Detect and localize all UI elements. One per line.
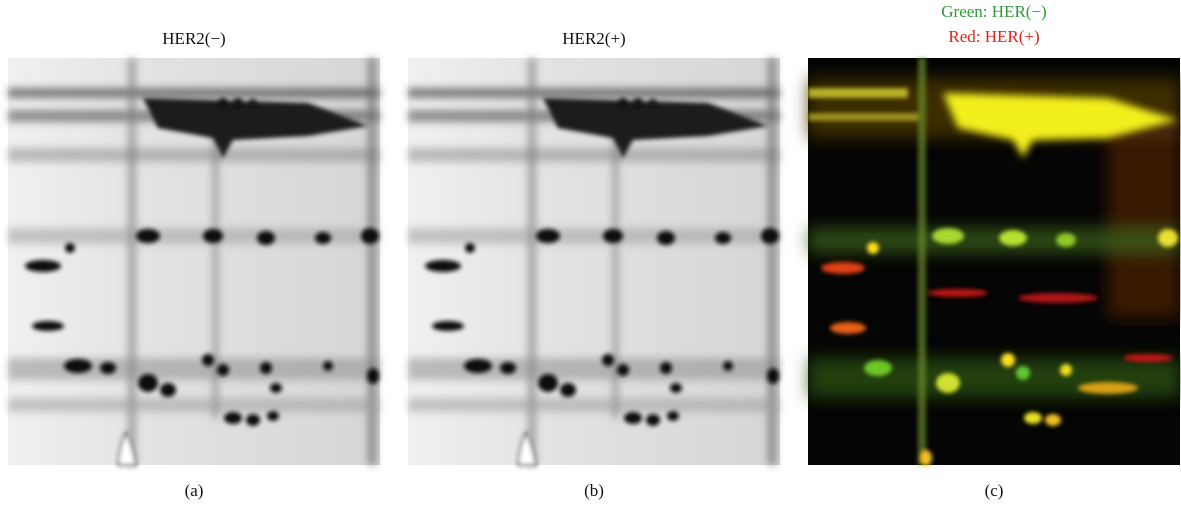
panel-b: HER2(+) (b)	[408, 29, 780, 500]
gel-image	[8, 58, 380, 465]
panel-label: (a)	[185, 481, 204, 500]
panel-a: HER2(−) (a)	[8, 29, 380, 500]
panel-c: Green: HER(−) Red: HER(+)	[808, 2, 1180, 500]
panel-title: HER2(+)	[562, 29, 625, 48]
panel-label: (c)	[985, 481, 1004, 500]
panel-title: HER2(−)	[162, 29, 225, 48]
legend-red: Red: HER(+)	[948, 27, 1039, 46]
legend-green: Green: HER(−)	[941, 2, 1046, 21]
panel-label: (b)	[584, 481, 604, 500]
gel-image	[408, 58, 780, 465]
overlay-image	[808, 58, 1180, 466]
